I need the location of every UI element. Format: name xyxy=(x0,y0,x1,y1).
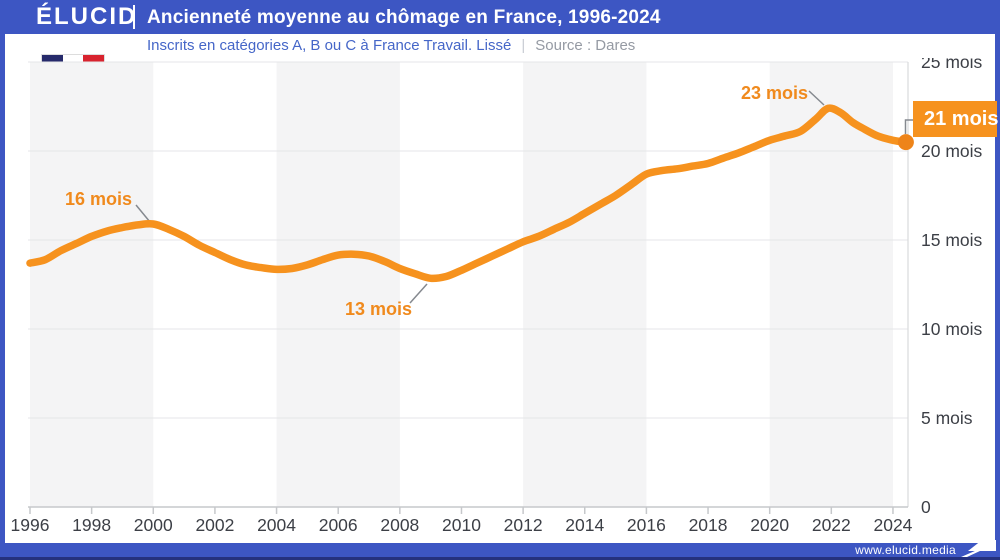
x-tick-label: 2008 xyxy=(380,515,419,535)
x-tick-label: 2020 xyxy=(750,515,789,535)
x-tick-label: 2010 xyxy=(442,515,481,535)
background-band xyxy=(523,62,647,507)
chart-title: Ancienneté moyenne au chômage en France,… xyxy=(147,7,661,28)
annotation-23-mois: 23 mois xyxy=(741,83,809,103)
subtitle-row: Inscrits en catégories A, B ou C à Franc… xyxy=(147,34,635,58)
x-tick-label: 2014 xyxy=(565,515,604,535)
x-tick-label: 2004 xyxy=(257,515,296,535)
x-tick-label: 2012 xyxy=(504,515,543,535)
y-tick-label: 10 mois xyxy=(921,319,983,339)
x-tick-label: 2018 xyxy=(689,515,728,535)
y-tick-label: 20 mois xyxy=(921,141,983,161)
footer-dark-strip xyxy=(0,557,1000,560)
x-tick-label: 2022 xyxy=(812,515,851,535)
elucid-logo: ÉLUCID xyxy=(36,3,138,30)
background-band xyxy=(30,62,154,507)
callout-line xyxy=(904,119,913,134)
header-divider xyxy=(133,5,135,29)
left-border xyxy=(0,0,5,560)
callout-line xyxy=(135,204,151,223)
subtitle-separator: | xyxy=(521,37,526,54)
x-tick-label: 1998 xyxy=(72,515,111,535)
elucid-flag-icon xyxy=(961,540,996,557)
footer-bar: www.elucid.media xyxy=(0,543,1000,557)
annotation-13-mois: 13 mois xyxy=(345,299,413,319)
header-bar: ÉLUCID Ancienneté moyenne au chômage en … xyxy=(0,0,1000,34)
x-tick-label: 2006 xyxy=(319,515,358,535)
background-band xyxy=(276,62,400,507)
end-point-dot xyxy=(897,134,914,151)
callout-line xyxy=(808,90,825,106)
x-tick-label: 2016 xyxy=(627,515,666,535)
y-tick-label: 25 mois xyxy=(921,58,983,72)
website-url: www.elucid.media xyxy=(855,543,956,557)
background-band xyxy=(769,62,893,507)
data-curve xyxy=(26,104,910,283)
current-value-badge: 21 mois xyxy=(913,101,998,137)
right-border xyxy=(995,0,1000,560)
source-label: Source : Dares xyxy=(535,37,636,54)
y-tick-label: 5 mois xyxy=(921,408,973,428)
line-chart: 1996 1998 2000 2002 2004 2006 2008 2010 2012 2014… xyxy=(11,58,983,535)
y-tick-label: 0 xyxy=(921,497,931,517)
x-tick-label: 2024 xyxy=(873,515,912,535)
y-tick-label: 15 mois xyxy=(921,230,983,250)
x-tick-label: 1996 xyxy=(11,515,50,535)
chart-subtitle: Inscrits en catégories A, B ou C à Franc… xyxy=(147,37,512,54)
callout-line xyxy=(409,283,428,304)
x-tick-label: 2002 xyxy=(195,515,234,535)
annotation-16-mois: 16 mois xyxy=(65,189,133,209)
x-tick-label: 2000 xyxy=(134,515,173,535)
